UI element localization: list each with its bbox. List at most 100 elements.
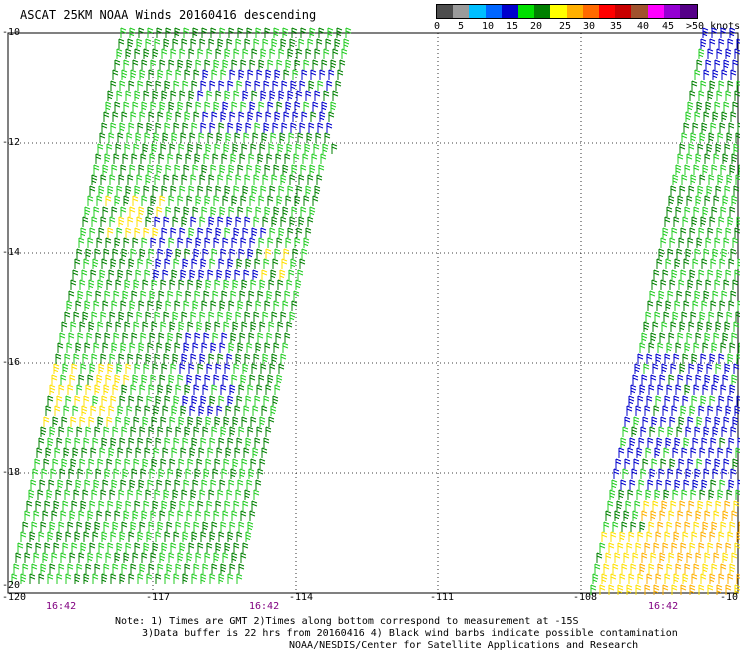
wind-barb	[125, 48, 132, 59]
wind-barb	[233, 90, 240, 101]
wind-barb	[735, 311, 740, 322]
wind-barb	[299, 122, 306, 133]
wind-barb	[88, 416, 95, 427]
wind-barb	[224, 48, 231, 59]
wind-barb	[669, 237, 676, 248]
wind-barb	[716, 405, 723, 416]
wind-barb	[154, 216, 161, 227]
wind-barb	[234, 405, 241, 416]
wind-barb	[204, 195, 211, 206]
wind-barb	[233, 542, 240, 553]
wind-barb	[193, 111, 200, 122]
wind-barb	[250, 321, 257, 332]
wind-barb	[114, 195, 121, 206]
wind-barb	[684, 384, 691, 395]
wind-barb	[63, 447, 70, 458]
wind-barb	[698, 48, 705, 59]
wind-barb	[167, 290, 174, 301]
wind-barb	[113, 332, 120, 343]
wind-barb	[270, 269, 277, 280]
wind-barb	[72, 269, 79, 280]
wind-barb	[219, 479, 226, 490]
wind-barb	[132, 195, 139, 206]
wind-barb	[164, 395, 171, 406]
wind-barb	[343, 38, 350, 49]
wind-barb	[61, 416, 68, 427]
wind-barb	[80, 542, 87, 553]
wind-barb	[685, 468, 692, 479]
wind-barb	[134, 48, 141, 59]
wind-barb	[722, 552, 729, 563]
wind-barb	[138, 164, 145, 175]
wind-barb	[303, 237, 310, 248]
wind-barb	[623, 510, 630, 521]
wind-barb	[696, 59, 703, 70]
wind-barb	[239, 290, 246, 301]
wind-barb	[265, 111, 272, 122]
graticule	[8, 33, 738, 593]
wind-barb	[209, 573, 216, 584]
wind-barb	[129, 479, 136, 490]
wind-barb	[125, 542, 132, 553]
colorbar-label: 40	[637, 21, 650, 32]
wind-barb	[79, 416, 86, 427]
wind-barb	[92, 531, 99, 542]
wind-barb	[698, 584, 705, 595]
wind-barb	[737, 437, 740, 448]
wind-barb	[296, 185, 303, 196]
wind-barb	[97, 321, 104, 332]
wind-barb	[194, 332, 201, 343]
wind-barb	[691, 573, 698, 584]
wind-barb	[249, 195, 256, 206]
wind-barb	[279, 269, 286, 280]
wind-barb	[282, 164, 289, 175]
wind-barb	[729, 206, 736, 217]
wind-barb	[672, 447, 679, 458]
wind-barb	[86, 332, 93, 343]
wind-barb	[122, 290, 129, 301]
wind-barb	[91, 489, 98, 500]
wind-barb	[131, 153, 138, 164]
wind-barb	[263, 437, 270, 448]
wind-barb	[226, 38, 233, 49]
wind-barb	[56, 531, 63, 542]
wind-barb	[115, 321, 122, 332]
wind-barb	[687, 237, 694, 248]
wind-barb	[110, 573, 117, 584]
wind-barb	[696, 101, 703, 112]
wind-barb	[251, 48, 258, 59]
wind-barb	[681, 489, 688, 500]
wind-barb	[620, 479, 627, 490]
wind-barb	[292, 69, 299, 80]
wind-barb	[78, 374, 85, 385]
wind-barb	[93, 206, 100, 217]
wind-barb	[113, 153, 120, 164]
wind-barb	[253, 353, 260, 364]
wind-barb	[245, 437, 252, 448]
wind-barb	[285, 237, 292, 248]
wind-barb	[251, 363, 258, 374]
wind-barb	[90, 269, 97, 280]
wind-barb	[138, 27, 145, 38]
wind-barb	[37, 489, 44, 500]
wind-barb	[659, 510, 666, 521]
wind-barb	[251, 90, 258, 101]
wind-barb	[336, 27, 343, 38]
wind-barb	[206, 227, 213, 238]
wind-barb	[737, 258, 740, 269]
wind-barb	[325, 38, 332, 49]
wind-barb	[211, 384, 218, 395]
wind-barb	[665, 300, 672, 311]
colorbar-swatch	[599, 5, 616, 18]
wind-barb	[283, 69, 290, 80]
wind-barb	[118, 353, 125, 364]
wind-barb	[266, 153, 273, 164]
wind-barb	[230, 332, 237, 343]
wind-barb	[686, 332, 693, 343]
wind-barb	[222, 59, 229, 70]
wind-barb	[632, 374, 639, 385]
colorbar-label: 5	[458, 21, 465, 32]
wind-barb	[206, 185, 213, 196]
wind-barb	[174, 164, 181, 175]
wind-barb	[227, 395, 234, 406]
